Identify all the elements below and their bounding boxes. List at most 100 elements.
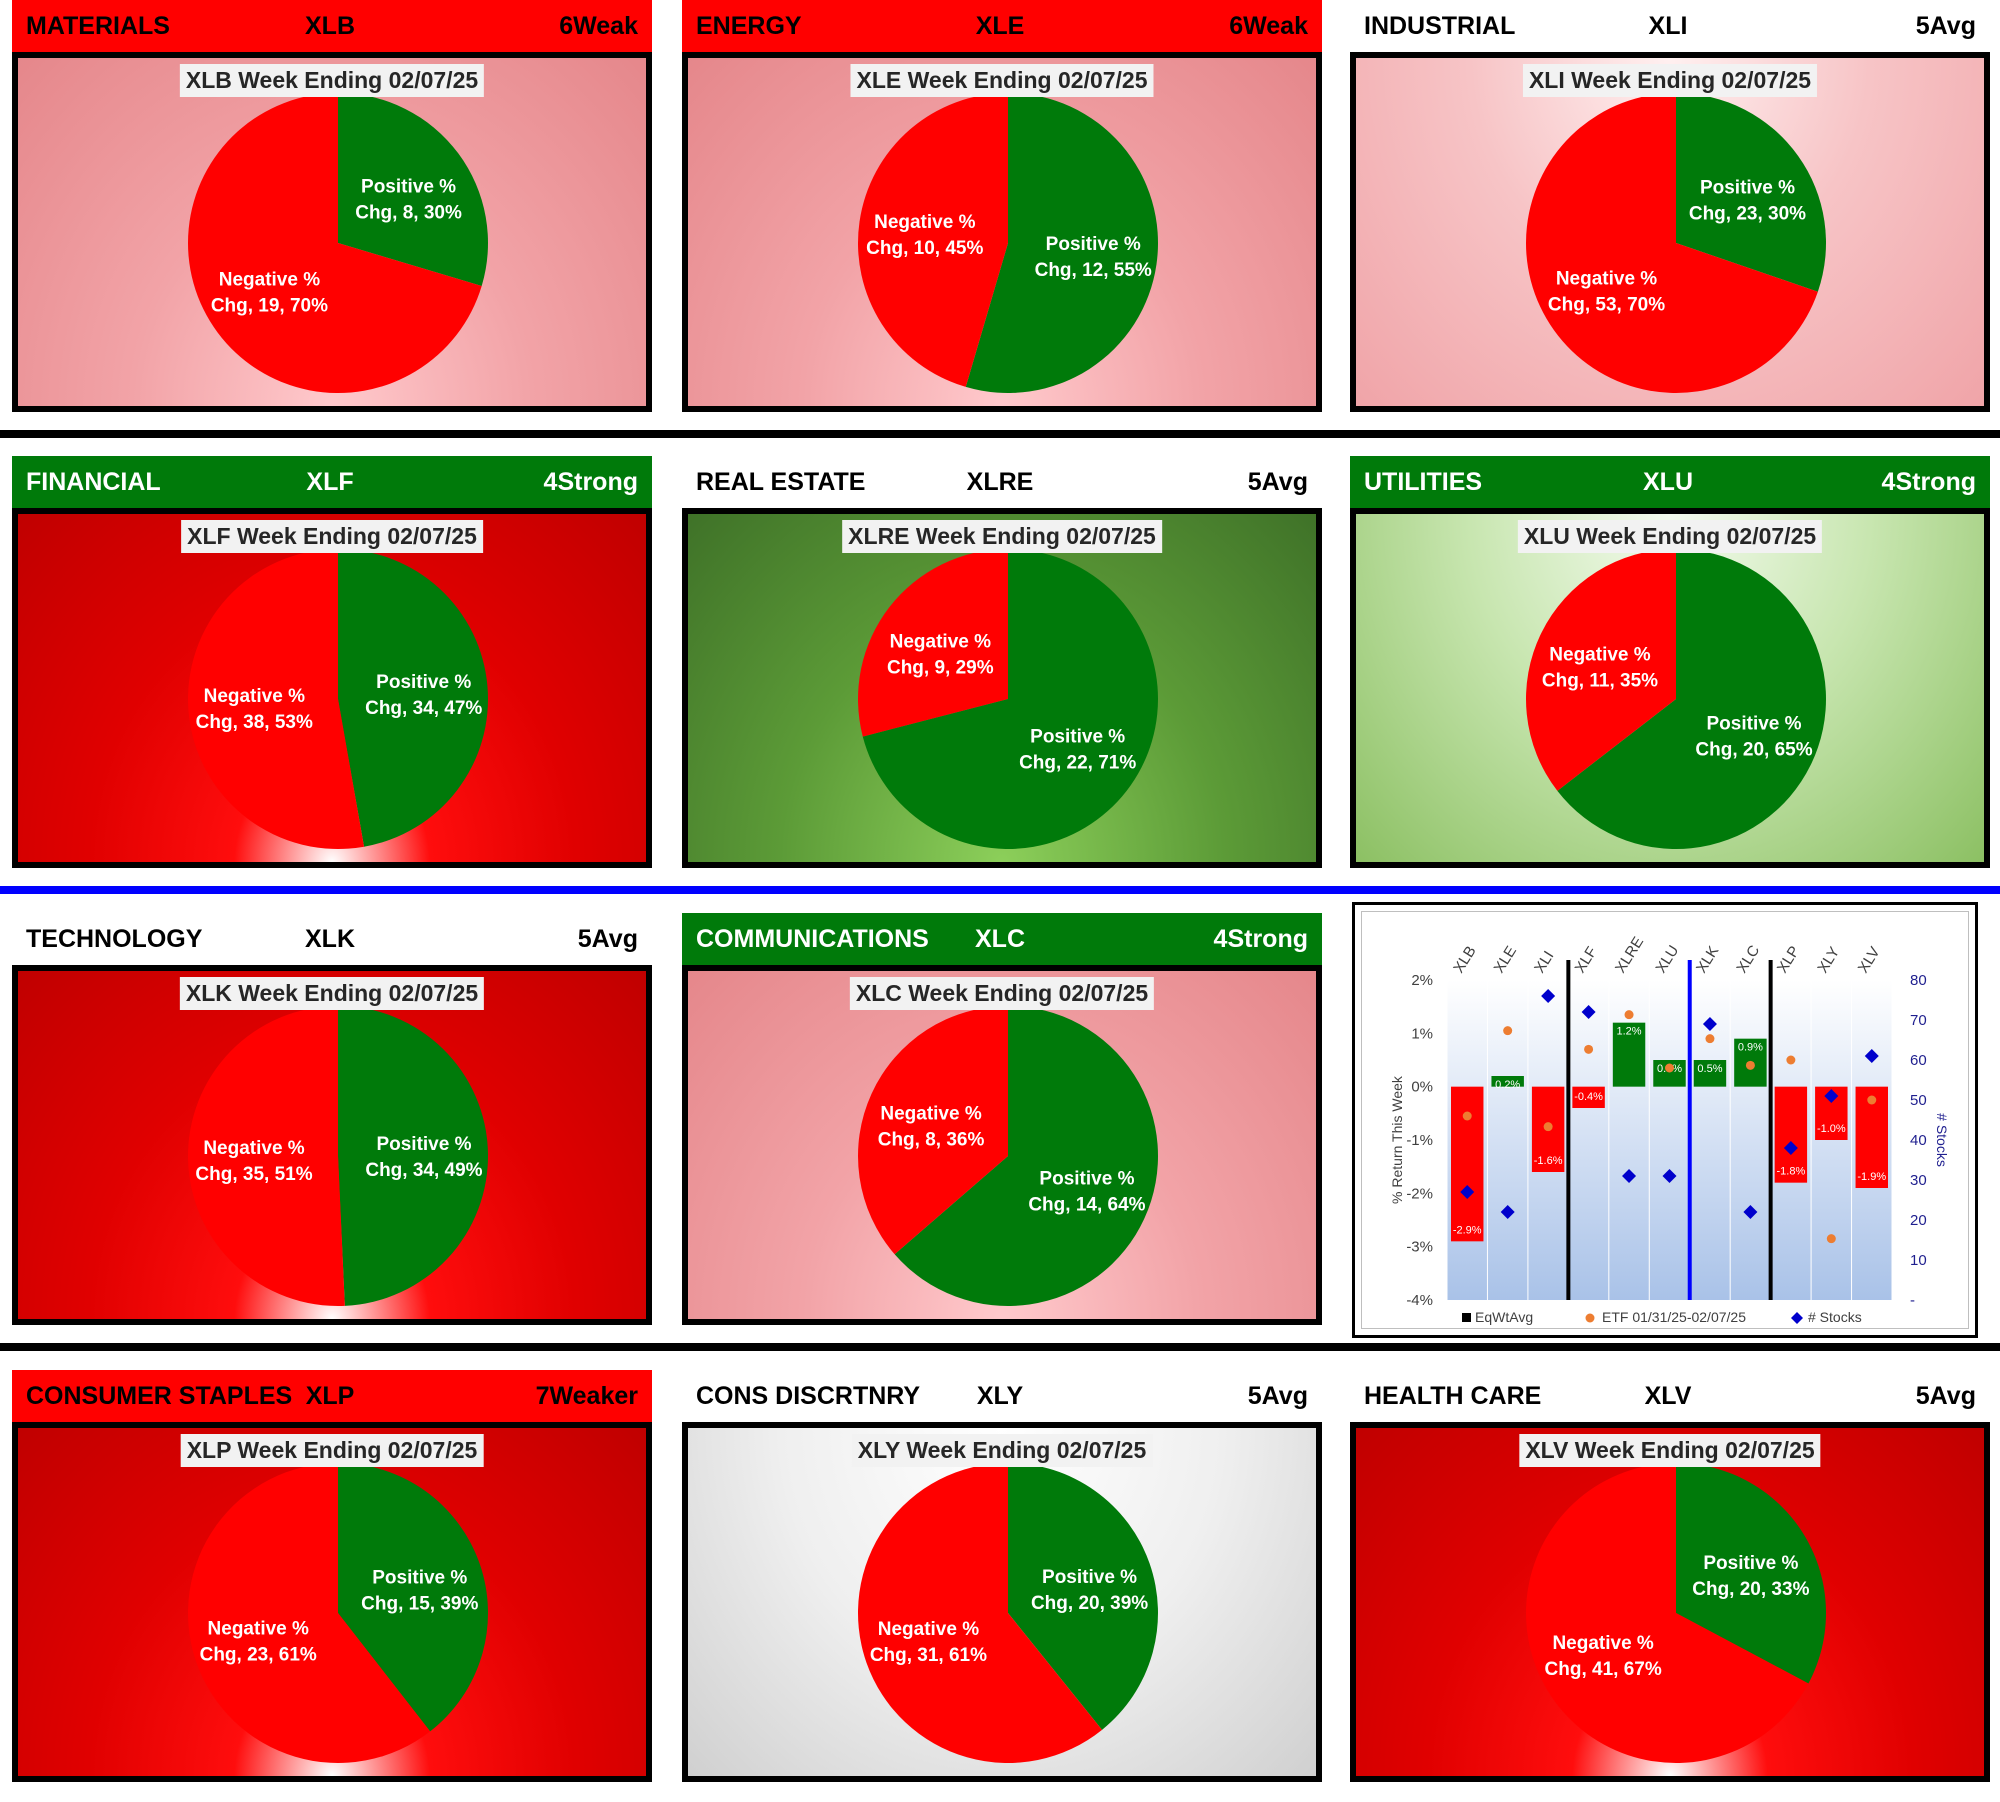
- category-label: XLP: [1774, 943, 1803, 976]
- stock-count-diamond: [1743, 1205, 1758, 1219]
- category-label: XLE: [1491, 943, 1520, 976]
- etf-return-dot: [1624, 1010, 1634, 1020]
- pie-label-positive-line-1: Positive %: [1039, 1168, 1134, 1189]
- bar-xlf: [1572, 1086, 1605, 1108]
- sector-rating: 4Strong: [1881, 467, 1976, 496]
- legend-swatch-stocks: [1791, 1312, 1803, 1324]
- pie-label-negative-line-1: Negative %: [219, 270, 320, 291]
- bar-value-label: 0.9%: [1738, 1042, 1763, 1054]
- sector-name: HEALTH CARE: [1364, 1381, 1542, 1410]
- pie-slice-positive: [338, 1006, 488, 1306]
- bar-value-label: 0.2%: [1495, 1079, 1520, 1091]
- pie-label-negative-line-2: Chg, 9, 29%: [887, 657, 994, 678]
- pie-label-negative-line-1: Negative %: [890, 631, 991, 652]
- pie-chart: Positive % Chg, 34, 49% Negative % Chg, 35,…: [187, 1006, 488, 1306]
- pie-chart: Positive % Chg, 8, 30% Negative % Chg, 19, …: [187, 93, 489, 393]
- pie-panel-xlu: Positive % Chg, 20, 65% Negative % Chg, 11,…: [1350, 508, 1990, 868]
- pie-chart: Positive % Chg, 20, 39% Negative % Chg, 31,…: [858, 1463, 1158, 1763]
- etf-return-dot: [1705, 1034, 1715, 1044]
- pie-label-positive: Positive % Chg, 20, 65%: [1695, 713, 1812, 760]
- pie-panel-xle: Positive % Chg, 12, 55% Negative % Chg, 10,…: [682, 52, 1322, 412]
- bar-xlk: [1693, 1060, 1727, 1087]
- pie-label-positive: Positive % Chg, 14, 64%: [1028, 1168, 1145, 1215]
- sector-rating: 4Strong: [543, 467, 638, 496]
- legend-label: EqWtAvg: [1475, 1309, 1533, 1325]
- pie-slice-negative: [187, 1463, 431, 1763]
- y-tick-label: -1%: [1406, 1132, 1433, 1149]
- bar-value-label: -2.9%: [1453, 1224, 1482, 1236]
- pie-panel-xlre: Positive % Chg, 22, 71% Negative % Chg, 9, …: [682, 508, 1322, 868]
- pie-title: XLE Week Ending 02/07/25: [850, 64, 1154, 97]
- y-tick-label: 1%: [1411, 1025, 1433, 1042]
- bar-value-label: 1.2%: [1617, 1026, 1642, 1038]
- sector-rating: 5Avg: [1915, 11, 1976, 40]
- sector-rating: 4Strong: [1213, 924, 1308, 953]
- pie-label-negative-line-1: Negative %: [1556, 268, 1657, 289]
- pie-label-positive-line-2: Chg, 34, 47%: [365, 698, 482, 719]
- pie-label-positive: Positive % Chg, 34, 49%: [365, 1134, 482, 1181]
- sector-header-xli: INDUSTRIAL XLI 5Avg: [1350, 0, 1990, 52]
- pie-label-negative-line-1: Negative %: [204, 686, 305, 707]
- pie-slice-negative: [1526, 93, 1818, 394]
- pie-title: XLY Week Ending 02/07/25: [851, 1434, 1153, 1467]
- sector-return-combo-chart: 2% 1% 0% -1% -2% -3% -4% 80 70 60 50 40 30 20 10 - % Ret…: [1352, 902, 1978, 1338]
- sector-header-xle: ENERGY XLE 6Weak: [682, 0, 1322, 52]
- pie-chart: Positive % Chg, 20, 65% Negative % Chg, 11,…: [1526, 549, 1826, 849]
- bar-value-label: 0.5%: [1697, 1063, 1722, 1075]
- bar-xlre: [1612, 1022, 1646, 1087]
- sector-etf: XLE: [975, 11, 1025, 40]
- pie-slice-positive: [338, 93, 489, 287]
- row-separator: [0, 1343, 2000, 1351]
- y-tick-label: -3%: [1406, 1239, 1433, 1256]
- category-label: XLU: [1652, 942, 1682, 976]
- stock-count-diamond: [1460, 1185, 1475, 1199]
- pie-label-positive-line-2: Chg, 23, 30%: [1689, 204, 1806, 225]
- stock-count-diamond: [1662, 1169, 1677, 1183]
- pie-chart: Positive % Chg, 23, 30% Negative % Chg, 53,…: [1526, 93, 1826, 394]
- legend-swatch-eqwtavg: [1462, 1313, 1471, 1322]
- bar-value-label: -1.6%: [1534, 1155, 1563, 1167]
- bar-xlb: [1451, 1086, 1484, 1242]
- bar-xlp: [1774, 1086, 1808, 1183]
- pie-label-negative-line-2: Chg, 41, 67%: [1545, 1659, 1662, 1680]
- legend-swatch-etf: [1585, 1313, 1595, 1323]
- category-label: XLRE: [1612, 934, 1647, 976]
- pie-label-positive-line-2: Chg, 20, 65%: [1695, 739, 1812, 760]
- pie-label-positive: Positive % Chg, 15, 39%: [361, 1568, 478, 1615]
- sector-rating: 5Avg: [1247, 1381, 1308, 1410]
- y-tick-label: 0%: [1411, 1079, 1433, 1096]
- sector-rating: 7Weaker: [535, 1381, 638, 1410]
- y2-tick-label: -: [1910, 1292, 1915, 1309]
- pie-slice-negative: [1526, 549, 1676, 791]
- pie-label-negative-line-1: Negative %: [203, 1138, 304, 1159]
- pie-label-positive-line-2: Chg, 20, 33%: [1692, 1579, 1809, 1600]
- category-label: XLF: [1572, 944, 1601, 976]
- y2-axis-title: # Stocks: [1934, 1113, 1950, 1167]
- y-tick-label: -2%: [1406, 1185, 1433, 1202]
- row-separator: [0, 430, 2000, 438]
- y2-tick-label: 50: [1910, 1092, 1927, 1109]
- pie-label-negative: Negative % Chg, 53, 70%: [1548, 268, 1665, 315]
- etf-return-dot: [1745, 1060, 1755, 1070]
- sector-header-xlf: FINANCIAL XLF 4Strong: [12, 456, 652, 508]
- sector-name: UTILITIES: [1364, 467, 1483, 496]
- y2-tick-label: 20: [1910, 1212, 1927, 1229]
- category-label: XLC: [1733, 942, 1763, 976]
- pie-title: XLK Week Ending 02/07/25: [179, 977, 485, 1010]
- sector-rating: 5Avg: [1247, 467, 1308, 496]
- sector-rating: 5Avg: [1915, 1381, 1976, 1410]
- pie-label-negative: Negative % Chg, 10, 45%: [866, 212, 983, 259]
- pie-label-positive-line-1: Positive %: [1042, 1567, 1137, 1588]
- pie-label-positive-line-1: Positive %: [376, 1134, 471, 1155]
- sector-etf: XLI: [1648, 11, 1688, 40]
- legend-label: # Stocks: [1808, 1309, 1862, 1325]
- y2-tick-label: 70: [1910, 1012, 1927, 1029]
- legend-label: ETF 01/31/25-02/07/25: [1602, 1309, 1746, 1325]
- row-separator: [0, 886, 2000, 894]
- pie-label-negative-line-2: Chg, 10, 45%: [866, 238, 983, 259]
- category-label: XLY: [1814, 944, 1843, 976]
- pie-panel-xlb: Positive % Chg, 8, 30% Negative % Chg, 19, …: [12, 52, 652, 412]
- stock-count-diamond: [1864, 1049, 1879, 1063]
- pie-label-positive-line-1: Positive %: [1707, 713, 1802, 734]
- pie-panel-xlf: Positive % Chg, 34, 47% Negative % Chg, 38,…: [12, 508, 652, 868]
